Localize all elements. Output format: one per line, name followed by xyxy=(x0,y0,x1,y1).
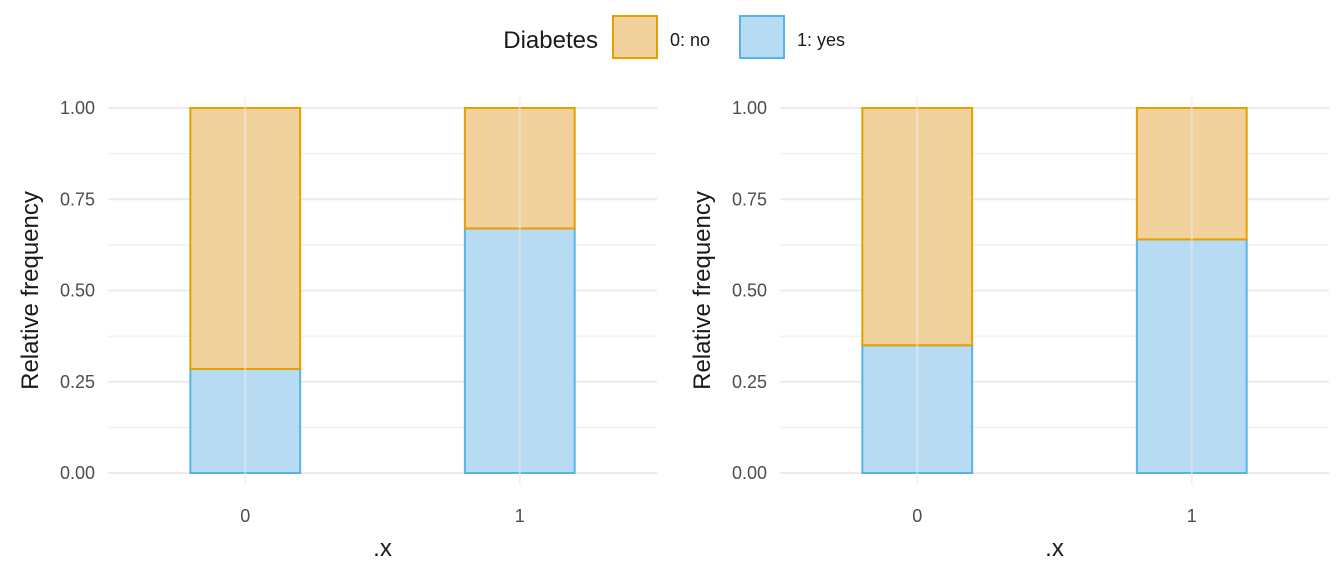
legend-key-yes xyxy=(739,15,785,59)
chart-panel-2: 0.00 0.25 0.50 0.75 1.00 0 1 .x Relative frequen… xyxy=(689,96,1329,562)
legend: Diabetes 0: no 1: yes xyxy=(503,15,845,59)
x-tick-label: 0 xyxy=(240,506,250,526)
x-tick-label: 1 xyxy=(1187,506,1197,526)
legend-title: Diabetes xyxy=(503,27,598,54)
y-tick-label: 1.00 xyxy=(60,98,95,118)
y-tick-label: 0.00 xyxy=(732,463,767,483)
x-tick-label: 0 xyxy=(912,506,922,526)
y-tick-label: 0.25 xyxy=(732,372,767,392)
y-axis-title: Relative frequency xyxy=(689,191,716,390)
x-axis-title: .x xyxy=(1045,535,1064,562)
y-tick-label: 0.50 xyxy=(60,281,95,301)
legend-label-yes: 1: yes xyxy=(797,30,845,50)
y-tick-label: 0.25 xyxy=(60,372,95,392)
x-tick-label: 1 xyxy=(515,506,525,526)
chart-panels: 0.00 0.25 0.50 0.75 1.00 0 1 .x Relative frequen… xyxy=(17,96,1329,562)
legend-key-no xyxy=(612,15,658,59)
y-tick-label: 1.00 xyxy=(732,98,767,118)
y-tick-label: 0.75 xyxy=(732,189,767,209)
y-tick-label: 0.75 xyxy=(60,189,95,209)
legend-label-no: 0: no xyxy=(670,30,710,50)
y-tick-label: 0.50 xyxy=(732,281,767,301)
y-axis-title: Relative frequency xyxy=(17,191,44,390)
y-tick-label: 0.00 xyxy=(60,463,95,483)
chart-panel-1: 0.00 0.25 0.50 0.75 1.00 0 1 .x Relative frequen… xyxy=(17,96,657,562)
x-axis-title: .x xyxy=(373,535,392,562)
